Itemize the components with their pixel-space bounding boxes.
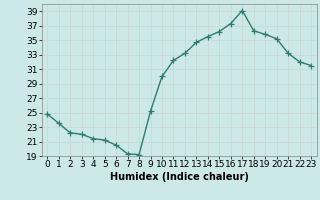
X-axis label: Humidex (Indice chaleur): Humidex (Indice chaleur) — [110, 172, 249, 182]
